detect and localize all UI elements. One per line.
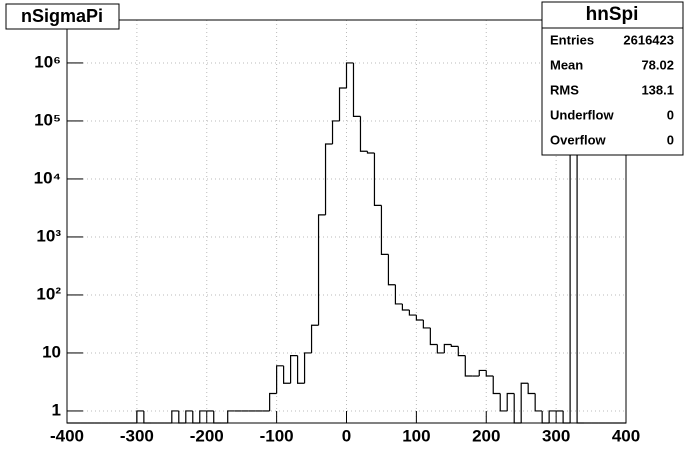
- histogram-bin: [548, 410, 557, 423]
- histogram-bin: [359, 116, 368, 152]
- histogram-bin: [199, 410, 207, 423]
- histogram-bin: [506, 392, 515, 411]
- histogram-bin: [345, 62, 354, 88]
- histogram-bin: [387, 254, 396, 286]
- histogram-bin: [171, 410, 179, 423]
- x-tick-label: -300: [120, 426, 154, 445]
- histogram-bin: [303, 352, 312, 384]
- x-tick-label: -200: [190, 426, 224, 445]
- histogram-bin: [331, 120, 340, 145]
- y-tick-label: 1: [52, 400, 61, 419]
- histogram-bin: [408, 310, 417, 316]
- x-tick-label: 100: [402, 426, 430, 445]
- histogram-bin: [436, 344, 445, 354]
- histogram-bin: [338, 87, 347, 121]
- stats-value: 2616423: [623, 32, 674, 47]
- y-tick-label: 10³: [36, 226, 61, 245]
- histogram-bin: [513, 393, 522, 424]
- histogram-bin: [290, 355, 298, 384]
- stats-title: hnSpi: [586, 4, 639, 25]
- histogram-bin: [576, 74, 585, 424]
- histogram-bin: [429, 327, 438, 346]
- chart-title: nSigmaPi: [21, 6, 103, 26]
- x-tick-label: 400: [612, 426, 640, 445]
- y-tick-label: 10: [42, 342, 61, 361]
- histogram-bin: [401, 303, 410, 311]
- histogram-bin: [213, 410, 221, 424]
- histogram-bin: [324, 143, 333, 215]
- histogram-bin: [269, 392, 277, 411]
- histogram-bin: [562, 410, 571, 424]
- histogram-bin: [296, 355, 305, 384]
- stats-label: Entries: [550, 32, 594, 47]
- histogram-bin: [373, 153, 382, 206]
- histogram-bin: [192, 410, 200, 424]
- x-tick-label: -400: [50, 426, 84, 445]
- histogram-bin: [178, 410, 186, 424]
- histogram-bin: [185, 410, 193, 423]
- histogram-bin: [520, 382, 529, 423]
- histogram-bin: [541, 410, 550, 424]
- stats-value: 0: [667, 107, 674, 122]
- x-tick-label: 200: [472, 426, 500, 445]
- stats-value: 138.1: [641, 82, 674, 97]
- stats-value: 0: [667, 132, 674, 147]
- histogram-bin: [485, 370, 494, 377]
- y-tick-label: 10⁴: [34, 168, 61, 187]
- histogram-bin: [317, 214, 326, 326]
- histogram-bin: [352, 62, 361, 117]
- stats-label: Underflow: [550, 107, 614, 122]
- y-tick-label: 10⁶: [34, 52, 61, 71]
- histogram-bin: [310, 324, 319, 353]
- histogram-bin: [527, 383, 536, 395]
- histogram-bin: [276, 365, 284, 394]
- histogram-bin: [464, 355, 473, 377]
- histogram-bin: [415, 315, 424, 321]
- histogram-bin: [283, 365, 291, 384]
- x-tick-label: 300: [542, 426, 570, 445]
- histogram-bin: [143, 410, 151, 424]
- histogram-bin: [499, 393, 508, 412]
- histogram-bin: [492, 376, 501, 395]
- histogram-bin: [534, 393, 543, 412]
- stats-label: Mean: [550, 57, 583, 72]
- histogram-bin: [450, 344, 459, 347]
- histogram-bin: [380, 205, 389, 256]
- title-box: [5, 3, 120, 30]
- x-tick-label: 0: [342, 426, 351, 445]
- stats-label: RMS: [550, 82, 579, 97]
- histogram-bin: [457, 346, 466, 357]
- histogram-bin: [227, 410, 235, 423]
- stats-value: 78.02: [641, 57, 674, 72]
- stats-box: hnSpi Entries 2616423 Mean 78.02 RMS 138.1 Und…: [541, 1, 684, 156]
- histogram-bin: [366, 151, 375, 154]
- histogram-bin: [422, 319, 431, 329]
- stats-label: Overflow: [550, 132, 607, 147]
- histogram-bin: [478, 369, 487, 377]
- y-tick-label: 10⁵: [34, 110, 61, 129]
- y-tick-label: 10²: [36, 284, 61, 303]
- x-tick-label: -100: [260, 426, 294, 445]
- histogram-bin: [443, 343, 452, 353]
- histogram-bin: [394, 284, 403, 305]
